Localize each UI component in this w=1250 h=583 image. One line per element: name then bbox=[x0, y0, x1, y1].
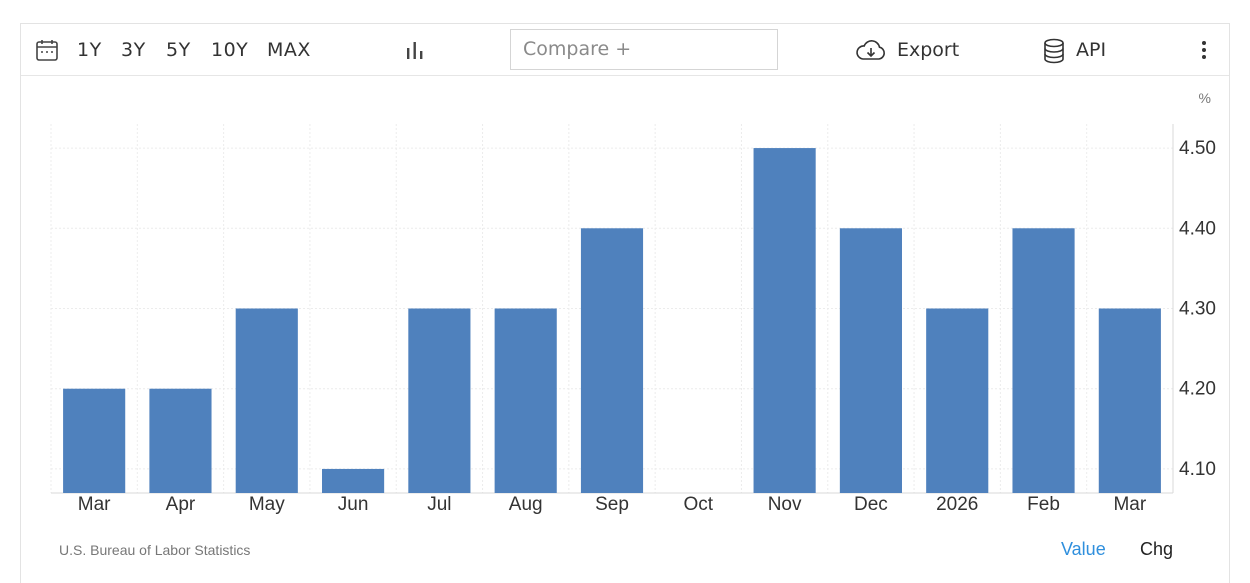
chg-toggle[interactable]: Chg bbox=[1140, 539, 1174, 559]
unit-label: % bbox=[1198, 90, 1211, 106]
x-tick-label: Nov bbox=[768, 494, 802, 515]
bar-1 bbox=[149, 388, 212, 493]
bar-11 bbox=[1012, 228, 1075, 494]
bar-8 bbox=[753, 148, 816, 493]
chart-toolbar: 1Y 3Y 5Y 10Y MAX Compare + Export bbox=[21, 24, 1229, 76]
bar-10 bbox=[926, 308, 989, 493]
bar-5 bbox=[494, 308, 557, 493]
range-1y-button[interactable]: 1Y bbox=[77, 39, 102, 61]
y-tick-label: 4.20 bbox=[1179, 379, 1216, 400]
calendar-icon[interactable] bbox=[35, 38, 59, 62]
x-tick-label: 2026 bbox=[936, 494, 978, 515]
y-tick-label: 4.30 bbox=[1179, 299, 1216, 320]
x-tick-label: Dec bbox=[854, 494, 888, 515]
database-icon[interactable] bbox=[1043, 38, 1065, 64]
bar-6 bbox=[580, 228, 644, 494]
bar-chart-icon[interactable] bbox=[405, 40, 425, 60]
bar-3 bbox=[322, 468, 385, 493]
x-tick-label: Aug bbox=[509, 494, 543, 515]
bar-0 bbox=[63, 388, 126, 493]
range-5y-button[interactable]: 5Y bbox=[166, 39, 191, 61]
x-tick-label: Mar bbox=[1113, 494, 1146, 515]
bar-chart: Mar Apr May Jun Jul Aug Sep Oct Nov Dec 2026 Feb Mar… bbox=[50, 124, 1216, 515]
x-tick-label: Sep bbox=[595, 494, 629, 515]
x-tick-label: Apr bbox=[166, 494, 196, 515]
x-tick-label: Oct bbox=[684, 494, 714, 515]
cloud-download-icon[interactable] bbox=[855, 39, 887, 63]
range-3y-button[interactable]: 3Y bbox=[121, 39, 146, 61]
y-tick-label: 4.50 bbox=[1179, 138, 1216, 159]
bar-2 bbox=[235, 308, 298, 493]
y-tick-label: 4.10 bbox=[1179, 459, 1216, 480]
source-label: U.S. Bureau of Labor Statistics bbox=[59, 542, 251, 558]
bar-4 bbox=[408, 308, 471, 493]
bar-9 bbox=[839, 228, 902, 494]
compare-input[interactable]: Compare + bbox=[510, 29, 778, 70]
range-10y-button[interactable]: 10Y bbox=[211, 39, 249, 61]
x-tick-label: Mar bbox=[78, 494, 111, 515]
y-tick-label: 4.40 bbox=[1179, 218, 1216, 239]
api-button[interactable]: API bbox=[1076, 39, 1107, 61]
value-toggle[interactable]: Value bbox=[1061, 539, 1106, 559]
bar-12 bbox=[1098, 308, 1161, 493]
more-vertical-icon[interactable] bbox=[1201, 40, 1207, 60]
export-button[interactable]: Export bbox=[897, 39, 960, 61]
x-tick-label: Feb bbox=[1027, 494, 1060, 515]
x-tick-label: Jun bbox=[338, 494, 369, 515]
x-tick-label: Jul bbox=[427, 494, 451, 515]
range-max-button[interactable]: MAX bbox=[267, 39, 311, 61]
chart-widget: 1Y 3Y 5Y 10Y MAX Compare + Export bbox=[20, 23, 1230, 583]
x-tick-label: May bbox=[249, 494, 285, 515]
